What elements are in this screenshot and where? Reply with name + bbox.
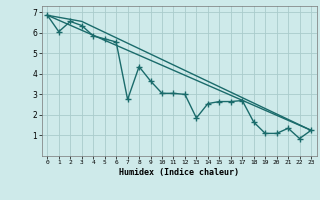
X-axis label: Humidex (Indice chaleur): Humidex (Indice chaleur) bbox=[119, 168, 239, 177]
